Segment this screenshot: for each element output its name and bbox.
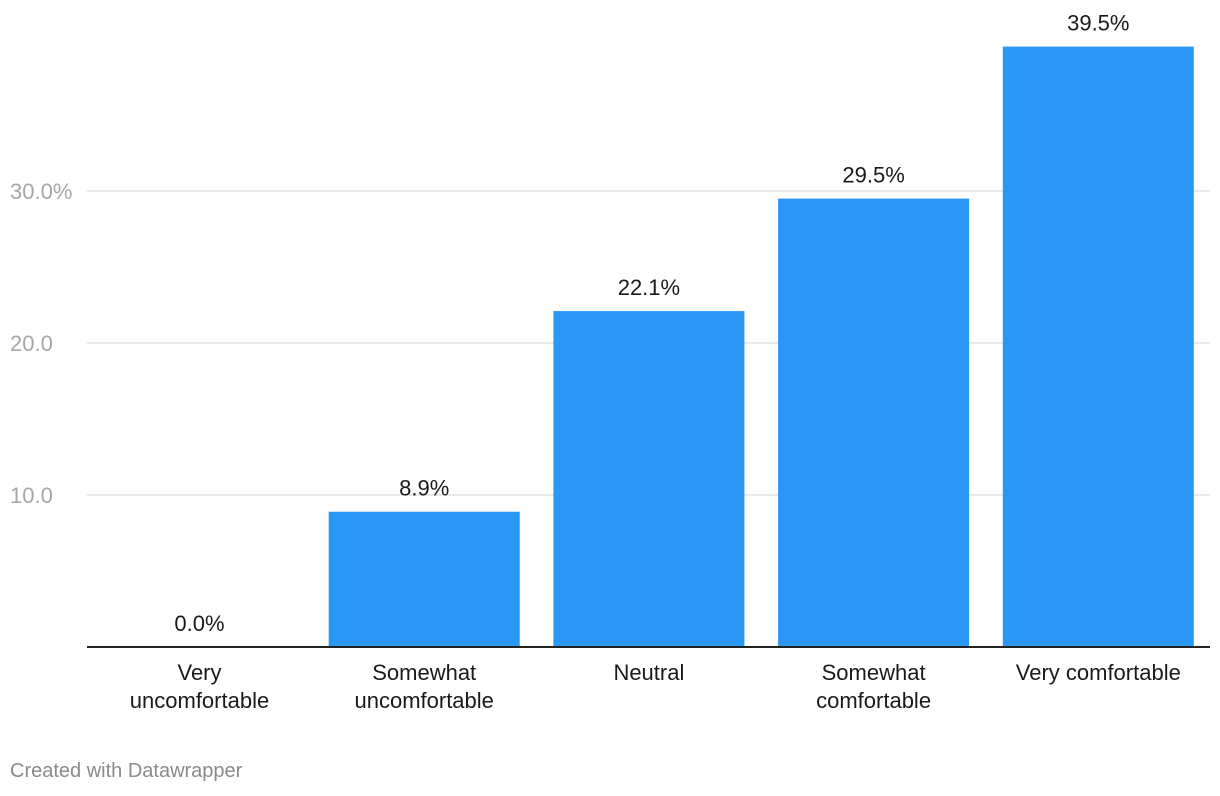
bar (328, 511, 520, 647)
value-label: 8.9% (399, 476, 449, 501)
x-category-label-line: uncomfortable (130, 688, 269, 713)
x-category-label: Somewhat uncomfortable (354, 660, 493, 713)
bars (328, 46, 1194, 648)
y-tick-label: 10.0 (10, 483, 53, 508)
x-category-label-line: Neutral (613, 660, 684, 685)
x-category-label: Very uncomfortable (130, 660, 269, 713)
x-category-label-line: Somewhat (822, 660, 926, 685)
value-label: 0.0% (174, 611, 224, 636)
x-category-label-line: Very comfortable (1016, 660, 1181, 685)
value-label: 39.5% (1067, 11, 1129, 36)
x-category-label-line: comfortable (816, 688, 931, 713)
value-labels: 0.0% 8.9% 22.1% 29.5% 39.5% (174, 11, 1129, 636)
x-category-label: Neutral (613, 660, 684, 685)
y-tick-label: 20.0 (10, 331, 53, 356)
bar (553, 311, 745, 647)
y-axis-tick-labels: 10.0 20.0 30.0% (10, 179, 72, 508)
bar (778, 198, 970, 647)
bar (1002, 46, 1194, 648)
x-category-label-line: Somewhat (372, 660, 476, 685)
x-category-label: Somewhat comfortable (816, 660, 931, 713)
x-category-label-line: Very (177, 660, 221, 685)
x-category-label: Very comfortable (1016, 660, 1181, 685)
y-tick-label: 30.0% (10, 179, 72, 204)
value-label: 29.5% (842, 163, 904, 188)
x-category-label-line: uncomfortable (354, 688, 493, 713)
value-label: 22.1% (618, 275, 680, 300)
x-axis-category-labels: Very uncomfortable Somewhat uncomfortable Ne… (130, 660, 1181, 713)
credit-footer: Created with Datawrapper (10, 760, 243, 782)
